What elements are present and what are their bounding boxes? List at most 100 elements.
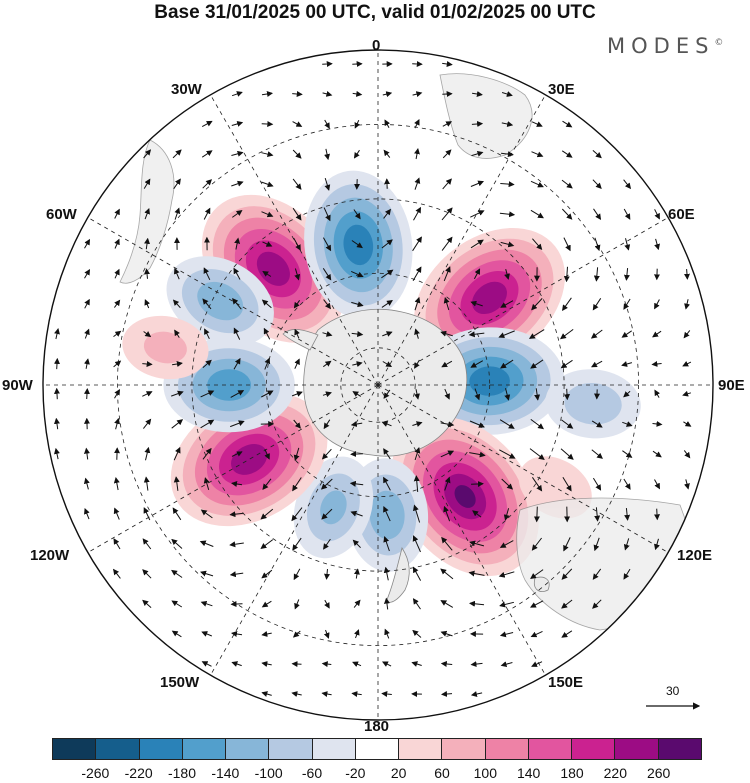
wind-arrow	[591, 360, 603, 368]
wind-arrow	[201, 150, 213, 158]
wind-arrow	[412, 236, 422, 252]
wind-arrow	[353, 568, 360, 579]
wind-arrow	[200, 570, 214, 577]
wind-arrow	[440, 450, 455, 458]
wind-arrow	[260, 539, 274, 550]
anomaly-contour	[564, 383, 622, 425]
colorbar-swatch	[96, 739, 140, 759]
wind-arrow	[172, 507, 182, 521]
wind-arrow	[54, 447, 60, 460]
wind-arrow	[143, 331, 152, 338]
wind-arrow	[592, 599, 602, 609]
colorbar-tick-label: -60	[301, 765, 323, 781]
lon-label-30e: 30E	[548, 81, 575, 98]
wind-arrow	[534, 388, 541, 401]
colorbar-swatch	[442, 739, 486, 759]
wind-arrow	[382, 661, 392, 667]
wind-arrow	[203, 207, 211, 220]
wind-arrow	[202, 298, 212, 310]
wind-arrow	[143, 418, 152, 429]
wind-arrow	[230, 390, 245, 398]
wind-arrow	[651, 360, 662, 367]
wind-arrow	[531, 537, 542, 551]
wind-arrow	[413, 475, 420, 492]
wind-arrow	[414, 359, 420, 369]
wind-arrow	[500, 300, 514, 308]
wind-arrow	[383, 149, 391, 158]
colorbar-swatch	[312, 739, 356, 759]
wind-arrow	[383, 448, 391, 460]
wind-arrow	[172, 361, 183, 367]
wind-arrow	[202, 447, 212, 460]
wind-arrow	[322, 237, 332, 252]
wind-arrow	[441, 536, 453, 551]
wind-arrow	[444, 476, 451, 491]
wind-arrow	[652, 330, 662, 338]
wind-arrow	[230, 420, 245, 428]
wind-arrow	[561, 208, 573, 220]
colorbar-tick-label: -20	[345, 765, 366, 781]
wind-arrow	[261, 661, 272, 667]
colorbar-swatch	[658, 739, 701, 759]
wind-arrow	[470, 691, 483, 697]
wind-arrow	[291, 691, 302, 697]
wind-arrow	[532, 238, 543, 251]
anomaly-contour	[143, 331, 187, 364]
wind-arrow	[652, 420, 663, 427]
wind-arrow	[593, 208, 602, 221]
wind-arrow	[262, 478, 272, 490]
wind-arrow	[142, 569, 152, 579]
wind-arrow	[261, 569, 273, 579]
reference-vector: 30	[644, 684, 704, 714]
wind-arrow	[200, 390, 215, 398]
wind-arrow	[500, 661, 513, 668]
wind-arrow	[531, 121, 543, 127]
wind-arrow	[414, 328, 420, 339]
colorbar-tick-label: -180	[167, 765, 197, 781]
reference-vector-value: 30	[666, 684, 680, 698]
wind-arrow	[382, 331, 393, 337]
wind-arrow	[233, 267, 241, 280]
wind-arrow	[351, 240, 363, 249]
wind-arrow	[232, 298, 242, 310]
wind-arrow	[174, 207, 181, 220]
wind-arrow	[53, 387, 60, 400]
wind-arrow	[171, 538, 183, 549]
wind-arrow	[533, 506, 540, 523]
latitude-circle	[265, 272, 491, 498]
colorbar-swatch	[226, 739, 270, 759]
colorbar-tick-label: 20	[390, 765, 407, 781]
wind-arrow	[84, 238, 91, 249]
wind-arrow	[381, 269, 394, 279]
wind-arrow	[294, 328, 300, 339]
wind-arrow	[321, 661, 332, 668]
wind-arrow	[530, 600, 544, 608]
wind-arrow	[443, 266, 451, 282]
wind-arrow	[414, 177, 421, 190]
wind-arrow	[201, 661, 212, 667]
wind-arrow	[381, 691, 392, 698]
wind-arrow	[593, 537, 600, 552]
colorbar-ticks: -260 -220 -180 -140 -100 -60 -20 20 60 100 140 180 2…	[0, 765, 750, 783]
wind-arrow	[621, 361, 633, 367]
wind-arrow	[623, 478, 631, 490]
wind-arrow	[203, 267, 211, 281]
wind-arrow	[384, 119, 391, 128]
wind-arrow	[352, 539, 361, 549]
map-disk-border	[42, 49, 714, 721]
wind-arrow	[173, 178, 181, 190]
wind-arrow	[654, 238, 660, 251]
wind-arrow	[623, 568, 631, 580]
wind-arrow	[471, 121, 484, 127]
wind-arrow	[233, 327, 241, 340]
colorbar-swatch	[355, 739, 400, 759]
wind-arrow	[83, 447, 90, 460]
wind-arrow	[383, 597, 390, 610]
wind-arrow	[412, 629, 422, 638]
wind-arrow	[591, 420, 603, 428]
wind-arrow	[171, 419, 184, 429]
wind-arrow	[530, 180, 544, 188]
wind-arrow	[594, 507, 601, 522]
wind-arrow	[84, 268, 91, 279]
wind-arrow	[654, 538, 660, 551]
